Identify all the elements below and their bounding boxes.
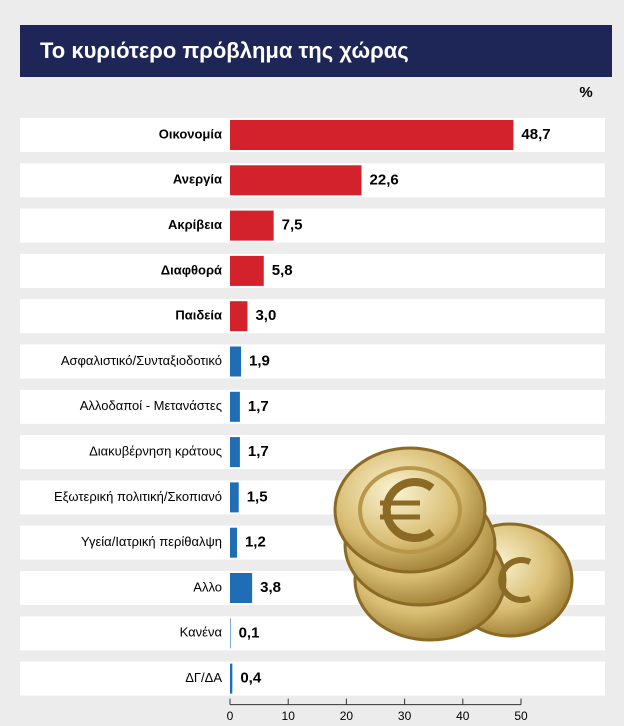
bar <box>230 165 362 196</box>
category-label: Αλλο <box>193 579 222 594</box>
value-label: 3,0 <box>255 307 276 324</box>
value-label: 7,5 <box>282 217 303 234</box>
x-tick-label: 20 <box>340 709 354 723</box>
value-label: 22,6 <box>370 171 399 188</box>
category-label: Αλλοδαποί - Μετανάστες <box>80 398 222 413</box>
category-label: Ανεργία <box>173 172 222 187</box>
category-label: ΔΓ/ΔΑ <box>185 670 222 685</box>
value-label: 5,8 <box>272 262 293 279</box>
row-band <box>20 299 605 334</box>
bar <box>230 437 240 468</box>
bar <box>230 573 253 603</box>
category-label: Ασφαλιστικό/Συνταξιοδοτικό <box>61 353 222 368</box>
bar <box>230 391 240 422</box>
value-label: 0,1 <box>239 624 260 641</box>
bar <box>230 301 248 332</box>
category-label: Κανένα <box>180 625 223 640</box>
bar <box>230 210 274 241</box>
category-label: Ακρίβεια <box>168 217 222 232</box>
chart-title: Το κυριότερο πρόβλημα της χώρας <box>40 38 409 63</box>
bar <box>230 527 237 558</box>
row-band <box>20 435 605 470</box>
value-label: 1,5 <box>247 488 268 505</box>
unit-label: % <box>579 84 592 101</box>
coins-illustration <box>333 446 574 642</box>
value-label: 48,7 <box>521 126 550 143</box>
row-band <box>20 661 605 696</box>
value-label: 1,9 <box>249 352 270 369</box>
row-band <box>20 208 605 243</box>
category-label: Διαφθορά <box>161 262 222 277</box>
row-band <box>20 389 605 424</box>
category-label: Διακυβέρνηση κράτους <box>89 444 222 459</box>
value-label: 1,2 <box>245 534 266 551</box>
bar <box>230 346 242 377</box>
bar <box>230 482 239 513</box>
x-tick-label: 40 <box>456 709 470 723</box>
bar <box>230 120 514 150</box>
value-label: 1,7 <box>248 443 269 460</box>
bar <box>230 255 264 286</box>
category-label: Παιδεία <box>175 308 222 323</box>
x-tick-label: 30 <box>398 709 412 723</box>
bar <box>230 663 233 694</box>
row-band <box>20 344 605 379</box>
x-tick-label: 50 <box>514 709 528 723</box>
x-tick-label: 10 <box>282 709 296 723</box>
value-label: 1,7 <box>248 398 269 415</box>
x-tick-label: 0 <box>227 709 234 723</box>
category-label: Υγεία/Ιατρική περίθαλψη <box>81 534 222 549</box>
bar <box>230 618 231 649</box>
category-label: Εξωτερική πολιτική/Σκοπιανό <box>54 489 222 504</box>
row-band <box>20 480 605 515</box>
value-label: 3,8 <box>260 579 281 596</box>
title-bar <box>20 25 612 77</box>
value-label: 0,4 <box>240 670 262 687</box>
category-label: Οικονομία <box>159 126 222 141</box>
row-band <box>20 253 605 288</box>
